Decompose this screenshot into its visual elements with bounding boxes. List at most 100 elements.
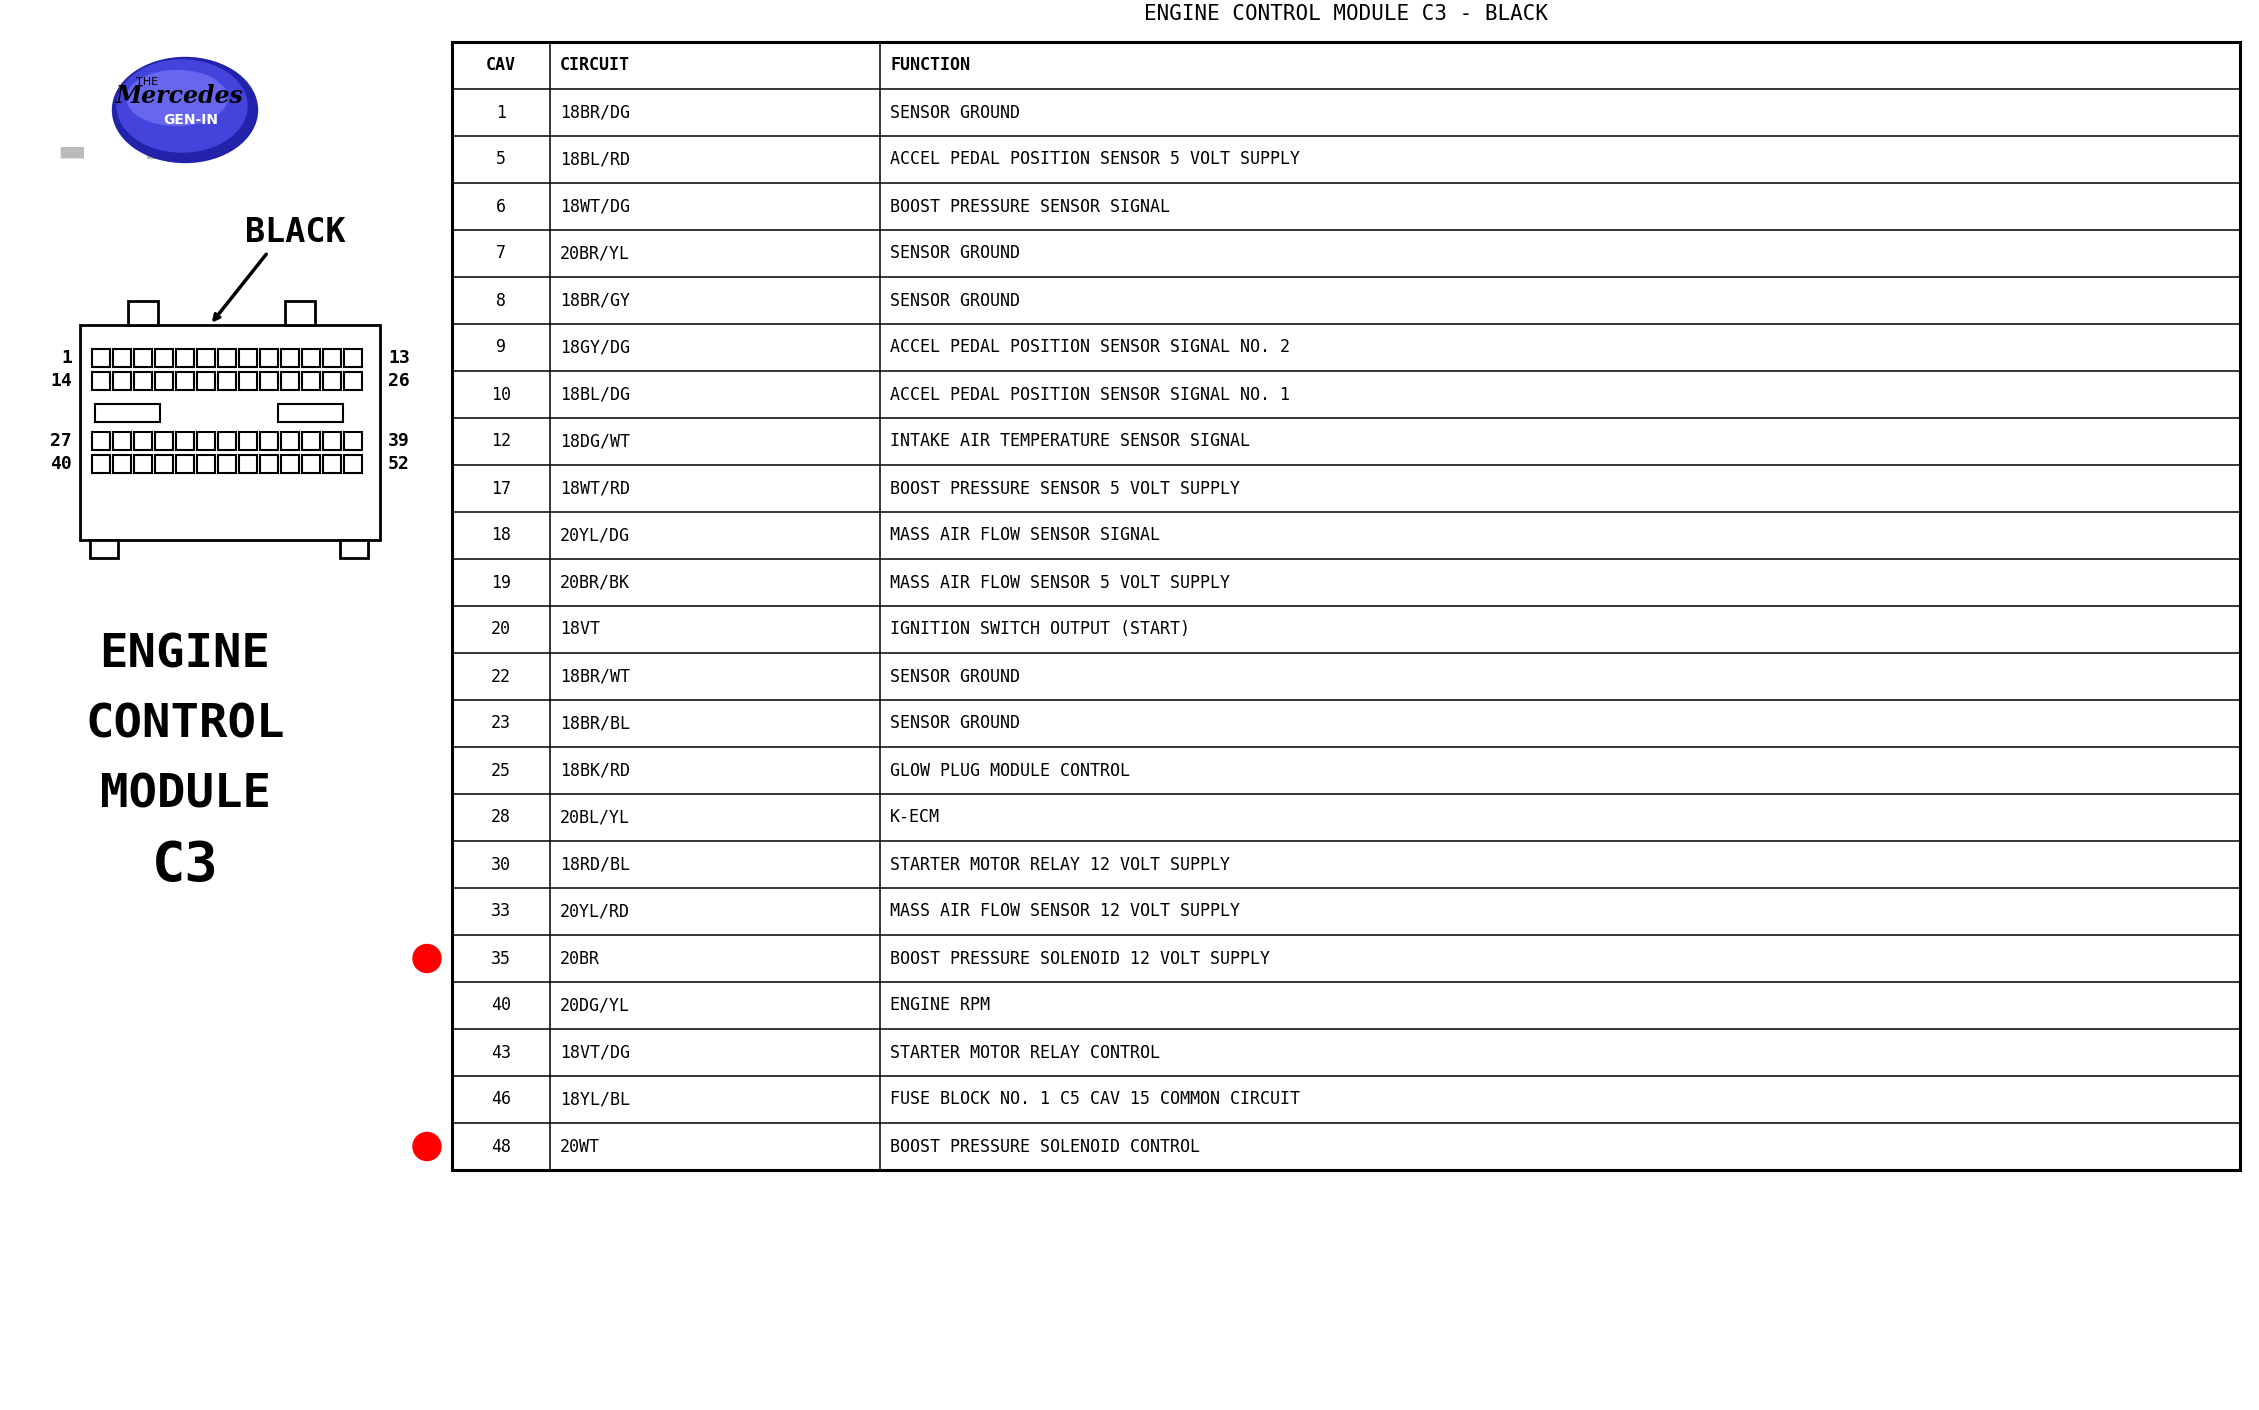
Text: 18VT/DG: 18VT/DG [560,1043,630,1062]
Text: 12: 12 [490,433,511,451]
Text: 40: 40 [490,997,511,1015]
Text: MASS AIR FLOW SENSOR SIGNAL: MASS AIR FLOW SENSOR SIGNAL [890,526,1161,544]
Text: Mercedes: Mercedes [115,85,244,109]
Bar [156,372,174,391]
Text: 18GY/DG: 18GY/DG [560,338,630,357]
Ellipse shape [127,70,226,125]
Text: 18BR/GY: 18BR/GY [560,292,630,310]
Text: 6: 6 [497,197,506,216]
Bar [280,350,298,367]
Bar [285,300,314,324]
Text: 43: 43 [490,1043,511,1062]
Bar [341,540,368,558]
Text: 18BL/DG: 18BL/DG [560,385,630,403]
Text: SENSOR GROUND: SENSOR GROUND [890,667,1021,685]
Bar [176,372,194,391]
Text: 18BK/RD: 18BK/RD [560,761,630,780]
Text: 48: 48 [490,1138,511,1156]
Bar [176,431,194,450]
Text: 20WT: 20WT [560,1138,601,1156]
Text: MASS AIR FLOW SENSOR 5 VOLT SUPPLY: MASS AIR FLOW SENSOR 5 VOLT SUPPLY [890,574,1229,592]
Text: 30: 30 [490,856,511,874]
Text: ENGINE CONTROL MODULE C3 - BLACK: ENGINE CONTROL MODULE C3 - BLACK [1143,4,1547,24]
Bar [219,431,235,450]
Text: 39: 39 [389,431,409,450]
Text: 27: 27 [50,431,72,450]
Text: ACCEL PEDAL POSITION SENSOR SIGNAL NO. 1: ACCEL PEDAL POSITION SENSOR SIGNAL NO. 1 [890,385,1290,403]
Text: 13: 13 [389,350,409,367]
Text: THE: THE [136,78,158,87]
Bar [93,350,111,367]
Bar [303,372,321,391]
Text: 18YL/BL: 18YL/BL [560,1090,630,1108]
Text: STARTER MOTOR RELAY CONTROL: STARTER MOTOR RELAY CONTROL [890,1043,1161,1062]
Bar [197,372,215,391]
Text: CONTROL: CONTROL [86,702,285,747]
Text: 18BR/DG: 18BR/DG [560,103,630,121]
Text: BOOST PRESSURE SENSOR 5 VOLT SUPPLY: BOOST PRESSURE SENSOR 5 VOLT SUPPLY [890,479,1240,498]
Bar [323,455,341,472]
Bar [303,455,321,472]
Text: 23: 23 [490,715,511,733]
Bar [133,431,151,450]
Bar [156,431,174,450]
Text: ▬: ▬ [145,145,165,165]
Text: 26: 26 [389,372,409,391]
Bar [129,300,158,324]
Bar [197,431,215,450]
Bar [343,372,361,391]
Bar [303,431,321,450]
Circle shape [413,945,441,973]
Text: 18BL/RD: 18BL/RD [560,151,630,169]
Text: 20YL/DG: 20YL/DG [560,526,630,544]
Bar [239,372,258,391]
Bar [219,372,235,391]
Text: 33: 33 [490,902,511,921]
Ellipse shape [117,61,246,152]
Text: 46: 46 [490,1090,511,1108]
Bar [93,455,111,472]
Text: 10: 10 [490,385,511,403]
Text: BLACK: BLACK [244,216,346,248]
Text: ENGINE RPM: ENGINE RPM [890,997,989,1015]
Bar [113,372,131,391]
Text: 1: 1 [61,350,72,367]
Bar [156,455,174,472]
Bar [260,455,278,472]
Bar [133,372,151,391]
Bar [343,455,361,472]
Text: 20BL/YL: 20BL/YL [560,808,630,826]
Text: 18WT/DG: 18WT/DG [560,197,630,216]
Bar [197,455,215,472]
Bar [156,350,174,367]
Text: INTAKE AIR TEMPERATURE SENSOR SIGNAL: INTAKE AIR TEMPERATURE SENSOR SIGNAL [890,433,1249,451]
Text: BOOST PRESSURE SOLENOID CONTROL: BOOST PRESSURE SOLENOID CONTROL [890,1138,1200,1156]
Text: SENSOR GROUND: SENSOR GROUND [890,103,1021,121]
Text: 14: 14 [50,372,72,391]
Text: SENSOR GROUND: SENSOR GROUND [890,292,1021,310]
Bar [343,431,361,450]
Text: 22: 22 [490,667,511,685]
Bar [278,405,343,422]
Text: K-ECM: K-ECM [890,808,940,826]
Text: 28: 28 [490,808,511,826]
Text: BOOST PRESSURE SENSOR SIGNAL: BOOST PRESSURE SENSOR SIGNAL [890,197,1170,216]
Text: BOOST PRESSURE SOLENOID 12 VOLT SUPPLY: BOOST PRESSURE SOLENOID 12 VOLT SUPPLY [890,949,1270,967]
Bar [197,350,215,367]
Ellipse shape [113,58,258,162]
Text: 25: 25 [490,761,511,780]
Text: FUSE BLOCK NO. 1 C5 CAV 15 COMMON CIRCUIT: FUSE BLOCK NO. 1 C5 CAV 15 COMMON CIRCUI… [890,1090,1299,1108]
Bar [90,540,117,558]
Text: GEN-IN: GEN-IN [163,113,219,127]
Text: 18VT: 18VT [560,620,601,639]
Bar [239,431,258,450]
Text: 17: 17 [490,479,511,498]
Text: 8: 8 [497,292,506,310]
Text: 1: 1 [497,103,506,121]
Bar [219,455,235,472]
Text: FUNCTION: FUNCTION [890,56,969,75]
Text: ACCEL PEDAL POSITION SENSOR SIGNAL NO. 2: ACCEL PEDAL POSITION SENSOR SIGNAL NO. 2 [890,338,1290,357]
Bar [133,350,151,367]
Bar [280,372,298,391]
Text: 18BR/WT: 18BR/WT [560,667,630,685]
